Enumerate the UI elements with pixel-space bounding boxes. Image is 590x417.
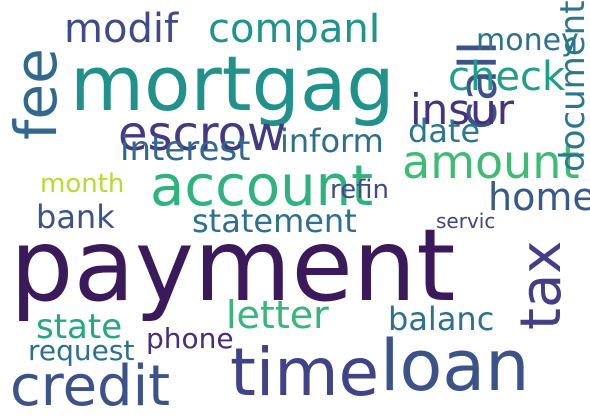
cloud-word-23: state — [36, 307, 122, 347]
cloud-word-27: phone — [146, 322, 234, 355]
cloud-word-4: time — [230, 334, 379, 411]
cloud-word-15: insur — [410, 85, 515, 134]
cloud-word-29: refin — [330, 175, 389, 205]
cloud-word-25: month — [40, 169, 124, 199]
cloud-word-30: servic — [436, 209, 495, 233]
cloud-word-21: home — [488, 175, 590, 219]
cloud-word-1: mortgag — [70, 39, 395, 128]
cloud-word-13: interest — [120, 129, 250, 169]
cloud-word-22: letter — [226, 293, 329, 337]
cloud-word-10: tax — [509, 241, 574, 330]
cloud-word-9: modif — [64, 6, 179, 52]
cloud-word-19: inform — [280, 122, 384, 160]
cloud-word-11: fee — [2, 48, 70, 140]
cloud-word-8: companI — [208, 6, 380, 52]
cloud-word-28: request — [28, 334, 134, 367]
cloud-word-12: statement — [192, 202, 357, 240]
cloud-word-18: bank — [36, 198, 115, 236]
cloud-word-26: balanc — [388, 300, 494, 338]
cloud-word-24: document — [553, 0, 590, 172]
cloud-word-6: escrow — [118, 106, 286, 162]
cloud-word-14: call — [449, 41, 509, 130]
cloud-word-16: check — [448, 54, 566, 100]
cloud-word-20: date — [408, 112, 480, 150]
cloud-word-17: money — [476, 23, 579, 58]
cloud-word-0: payment — [10, 207, 455, 324]
cloud-word-3: loan — [380, 325, 530, 407]
cloud-word-2: account — [150, 154, 373, 219]
cloud-word-5: amount — [402, 135, 580, 189]
cloud-word-7: credit — [10, 354, 170, 417]
